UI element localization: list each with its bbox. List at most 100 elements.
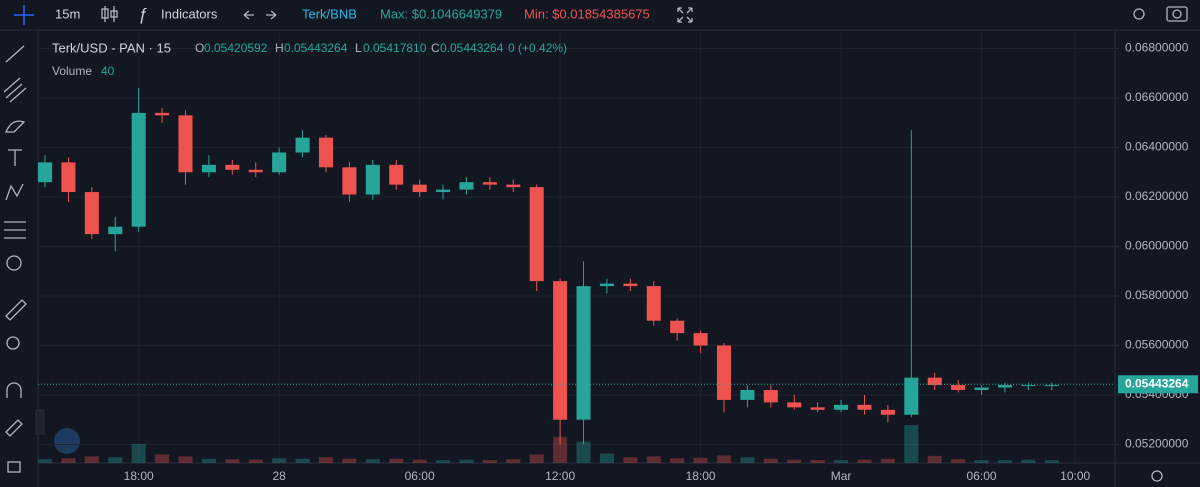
- x-tick-label: 28: [272, 469, 286, 483]
- settings-button[interactable]: [1133, 8, 1145, 20]
- last-price-label: 0.05443264: [1125, 376, 1189, 390]
- candle-body: [576, 286, 591, 420]
- volume-bar: [1044, 460, 1059, 463]
- candle-body: [155, 112, 170, 116]
- candle-body: [529, 187, 544, 282]
- lock-drawing-tool[interactable]: [5, 419, 23, 437]
- volume-bar: [342, 458, 357, 463]
- volume-bar: [576, 441, 591, 463]
- brush-tool[interactable]: [5, 120, 26, 133]
- x-tick-label: 06:00: [967, 469, 997, 483]
- candle-body: [436, 189, 451, 193]
- candle-body: [716, 345, 732, 400]
- candle-body: [904, 377, 919, 415]
- volume-bar: [389, 458, 404, 463]
- pair-label: Terk/BNB: [302, 6, 357, 21]
- screenshot-button[interactable]: [1166, 6, 1188, 22]
- volume-bar: [178, 456, 193, 463]
- candle-body: [787, 402, 802, 408]
- volume-bar: [61, 458, 76, 463]
- volume-bar: [623, 457, 638, 463]
- lock-tool[interactable]: [7, 461, 21, 473]
- interval-button[interactable]: 15m: [55, 6, 80, 21]
- candle-body: [623, 283, 638, 287]
- volume-bar: [84, 456, 99, 463]
- candle-body: [834, 404, 849, 410]
- candle-body: [693, 333, 708, 346]
- emoji-tool[interactable]: [6, 255, 22, 271]
- candle-body: [1044, 385, 1059, 387]
- volume-bar: [412, 459, 427, 463]
- indicators-button[interactable]: Indicators: [161, 6, 218, 21]
- candle-body: [38, 162, 53, 183]
- volume-bar: [693, 457, 708, 463]
- x-tick-label: 18:00: [686, 469, 716, 483]
- volume-bar: [459, 459, 474, 463]
- candle-body: [880, 409, 895, 415]
- symbol-label: Terk/USD - PAN · 15: [52, 40, 171, 55]
- text-tool[interactable]: [8, 149, 22, 166]
- candle-body: [997, 385, 1012, 388]
- candle-body: [974, 387, 989, 391]
- candle-body: [412, 184, 427, 193]
- volume-bar: [272, 458, 287, 463]
- open-value: 0.05420592: [204, 41, 268, 55]
- close-value: 0.05443264: [440, 41, 504, 55]
- volume-bar: [974, 460, 989, 463]
- y-tick-label: 0.06600000: [1125, 90, 1189, 104]
- volume-bar: [155, 454, 170, 463]
- candle-body: [740, 390, 755, 400]
- y-tick-label: 0.05800000: [1125, 288, 1189, 302]
- magnet-tool[interactable]: [6, 382, 22, 398]
- plot-area: 0.052000000.054000000.056000000.05800000…: [38, 30, 1198, 483]
- candle-body: [763, 390, 778, 403]
- candle-body: [365, 164, 380, 195]
- min-label: Min: $0.01854385675: [524, 6, 650, 21]
- x-tick-label: 18:00: [124, 469, 154, 483]
- collapse-toggle[interactable]: [35, 409, 45, 435]
- axis-settings-button[interactable]: [1151, 470, 1163, 482]
- volume-bar: [201, 458, 216, 463]
- candle-body: [670, 320, 685, 334]
- volume-bar: [131, 444, 146, 463]
- pattern-tool[interactable]: [5, 183, 24, 201]
- volume-bar: [599, 453, 614, 463]
- last-price-tag: [1118, 375, 1198, 394]
- volume-value: 40: [101, 64, 115, 78]
- y-tick-label: 0.05600000: [1125, 338, 1189, 352]
- fx-icon[interactable]: ƒ: [138, 4, 147, 23]
- trendline-tool[interactable]: [5, 45, 25, 63]
- crosshair-tool[interactable]: [14, 5, 34, 25]
- candle-body: [459, 182, 474, 190]
- volume-bar: [225, 459, 240, 463]
- prediction-tool[interactable]: [4, 221, 26, 239]
- screenshot-lens: [1172, 9, 1182, 19]
- fullscreen-button[interactable]: [677, 7, 693, 23]
- candle-body: [178, 115, 193, 173]
- candle-body: [248, 169, 263, 173]
- candle-body: [646, 286, 661, 321]
- max-label: Max: $0.1046649379: [380, 6, 502, 21]
- measure-tool[interactable]: [5, 299, 27, 321]
- zoom-tool[interactable]: [6, 336, 20, 350]
- undo-button[interactable]: [243, 10, 254, 20]
- drawing-tools: [3, 5, 80, 473]
- candle-body: [506, 184, 521, 188]
- volume-bar: [740, 457, 755, 463]
- open-key: O: [195, 41, 204, 55]
- candle-type-button[interactable]: [101, 6, 118, 22]
- fib-tool[interactable]: [3, 77, 27, 103]
- candle-body: [482, 182, 497, 185]
- candle-body: [84, 192, 99, 235]
- y-tick-label: 0.06400000: [1125, 140, 1189, 154]
- volume-bar: [670, 458, 685, 463]
- candle-body: [389, 164, 404, 185]
- candle-body: [61, 162, 76, 193]
- volume-bar: [904, 425, 919, 463]
- volume-bar: [716, 455, 732, 463]
- redo-button[interactable]: [266, 10, 277, 20]
- volume-bar: [506, 459, 521, 463]
- candle-body: [201, 164, 216, 173]
